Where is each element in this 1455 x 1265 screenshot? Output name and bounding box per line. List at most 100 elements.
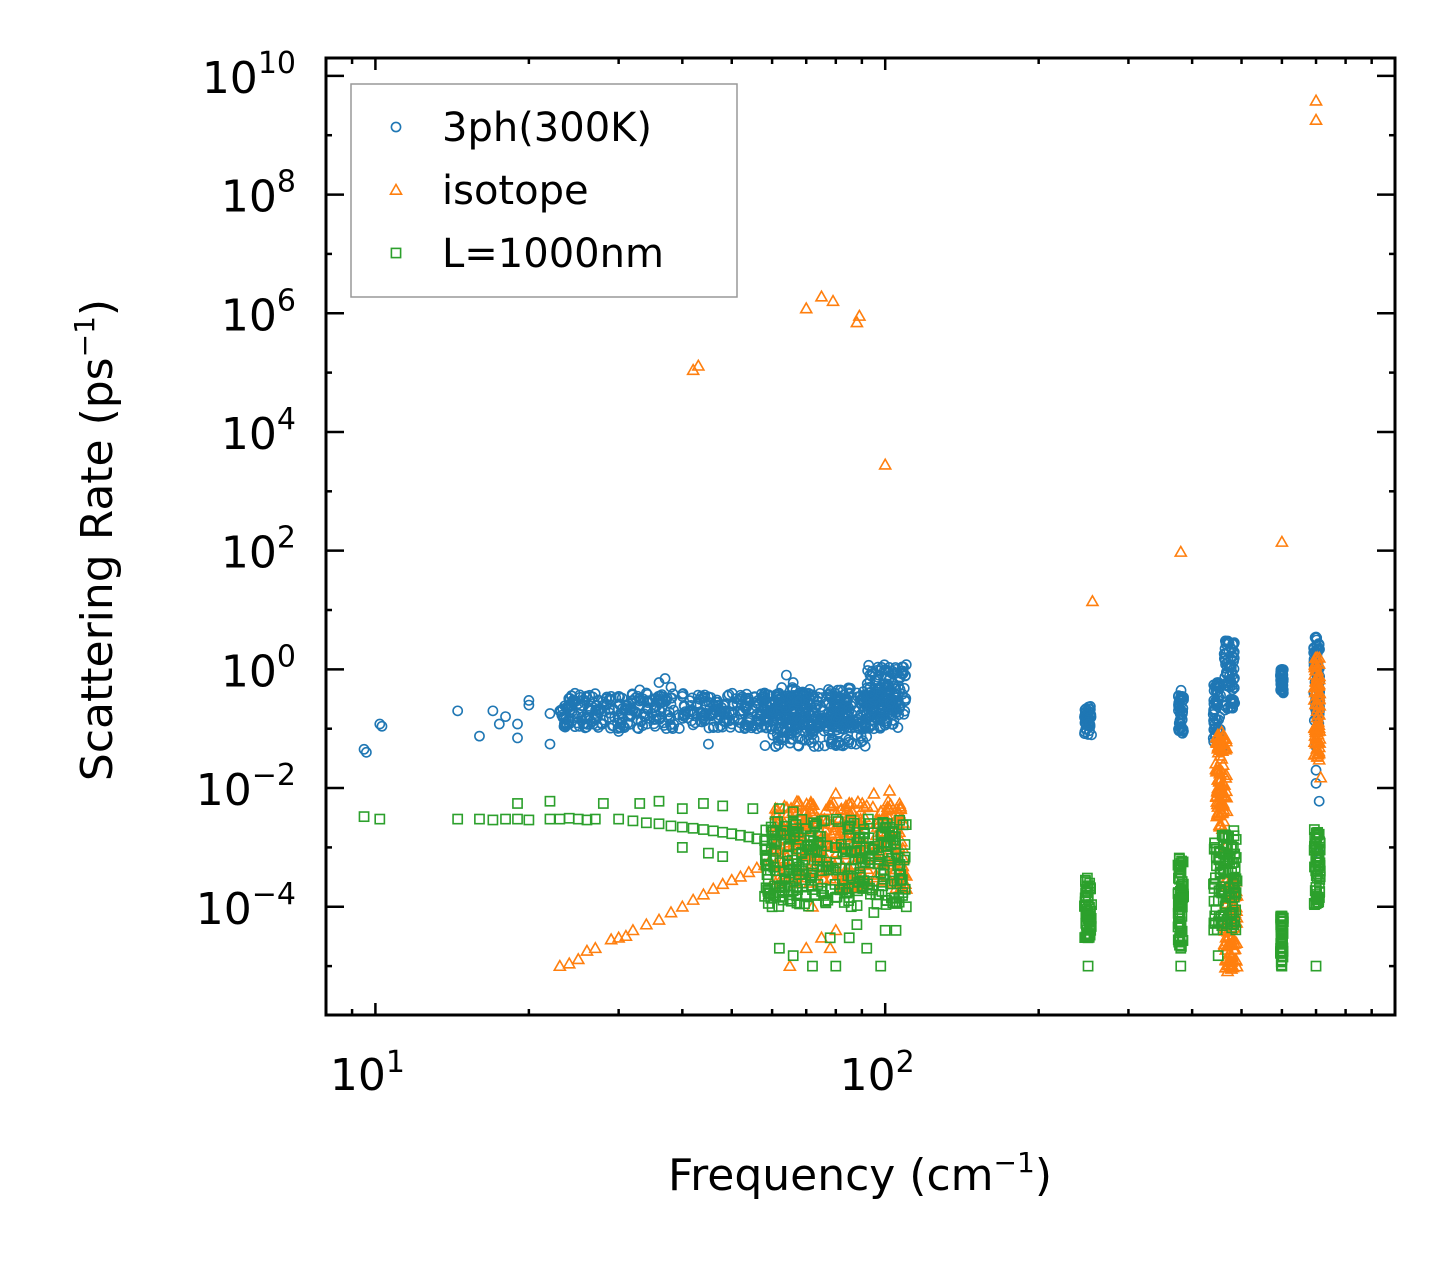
data-point xyxy=(787,806,799,818)
data-point xyxy=(787,684,798,696)
data-point xyxy=(1312,891,1323,903)
data-point xyxy=(900,901,912,913)
data-point xyxy=(1308,824,1320,835)
data-point xyxy=(761,858,773,870)
data-point xyxy=(773,942,785,954)
data-point xyxy=(1082,705,1094,717)
data-point xyxy=(730,693,742,705)
data-point xyxy=(1314,844,1326,856)
data-point xyxy=(848,863,860,875)
data-point xyxy=(668,704,680,716)
data-point xyxy=(825,685,837,697)
data-point xyxy=(751,723,763,735)
data-point xyxy=(580,943,594,956)
data-point xyxy=(1312,752,1327,765)
data-point xyxy=(776,682,788,693)
data-point xyxy=(868,723,880,735)
legend-label: isotope xyxy=(442,168,589,214)
data-point xyxy=(696,887,711,900)
data-point xyxy=(858,823,870,835)
data-point xyxy=(652,912,666,925)
data-point xyxy=(780,669,792,681)
data-point xyxy=(1216,829,1228,841)
data-point xyxy=(1208,756,1223,769)
data-point xyxy=(840,732,852,744)
data-point xyxy=(726,718,738,730)
data-point xyxy=(873,804,888,817)
data-point xyxy=(1276,685,1288,697)
data-point xyxy=(703,738,714,750)
data-point xyxy=(638,708,650,720)
plot-frame xyxy=(324,56,1397,1017)
data-point xyxy=(1215,911,1227,923)
data-point xyxy=(627,815,639,827)
data-point xyxy=(1227,694,1238,706)
data-point xyxy=(500,711,511,722)
data-point xyxy=(1215,868,1226,880)
data-point xyxy=(1228,663,1240,675)
data-point xyxy=(544,708,556,719)
data-point xyxy=(1214,724,1229,738)
data-point xyxy=(666,721,678,733)
data-point xyxy=(787,733,799,745)
data-point xyxy=(452,705,464,717)
data-point xyxy=(715,877,730,890)
data-point xyxy=(358,811,370,823)
data-point xyxy=(1222,635,1234,647)
data-point xyxy=(604,702,615,714)
data-point xyxy=(776,880,788,892)
data-point xyxy=(1084,883,1096,895)
data-point xyxy=(746,720,757,732)
data-point xyxy=(796,846,807,858)
y-tick-label: 108 xyxy=(221,165,296,223)
data-point xyxy=(824,932,836,944)
data-point xyxy=(1309,112,1323,126)
data-point xyxy=(1175,723,1187,735)
y-tick-label: 100 xyxy=(221,639,296,697)
data-point xyxy=(642,689,653,700)
legend-entry: 3ph(300K) xyxy=(390,105,652,151)
data-point xyxy=(487,814,499,826)
data-point xyxy=(852,308,867,321)
data-point xyxy=(759,835,770,847)
data-point xyxy=(878,694,890,706)
data-point xyxy=(900,659,912,671)
data-point xyxy=(1221,680,1233,692)
data-point xyxy=(886,852,897,864)
data-point xyxy=(787,677,799,688)
data-point xyxy=(597,714,609,726)
data-point xyxy=(717,800,729,812)
data-point xyxy=(544,795,556,807)
data-point xyxy=(689,717,701,729)
data-point xyxy=(749,691,761,703)
data-point xyxy=(860,707,872,719)
data-point xyxy=(1310,960,1322,972)
data-point xyxy=(1211,739,1226,752)
data-point xyxy=(766,705,778,717)
data-point xyxy=(803,734,815,746)
data-point xyxy=(1173,544,1188,557)
data-point xyxy=(605,691,617,702)
data-point xyxy=(1082,932,1094,944)
y-tick-label: 104 xyxy=(221,402,296,460)
data-point xyxy=(790,798,804,811)
data-point xyxy=(798,718,810,730)
data-point xyxy=(1311,691,1326,704)
legend-marker xyxy=(390,247,402,259)
data-point xyxy=(675,899,690,912)
data-point xyxy=(805,689,817,701)
data-point xyxy=(865,888,876,900)
data-point xyxy=(823,798,838,811)
data-point xyxy=(766,837,778,849)
data-point xyxy=(544,813,556,825)
data-point xyxy=(741,720,753,731)
data-point xyxy=(647,694,659,706)
data-point xyxy=(686,692,698,704)
data-point xyxy=(867,667,879,679)
data-point xyxy=(826,294,840,307)
data-point xyxy=(850,315,864,328)
data-point xyxy=(766,901,778,913)
data-point xyxy=(1276,954,1288,966)
data-point xyxy=(747,803,759,815)
data-point xyxy=(627,705,639,717)
